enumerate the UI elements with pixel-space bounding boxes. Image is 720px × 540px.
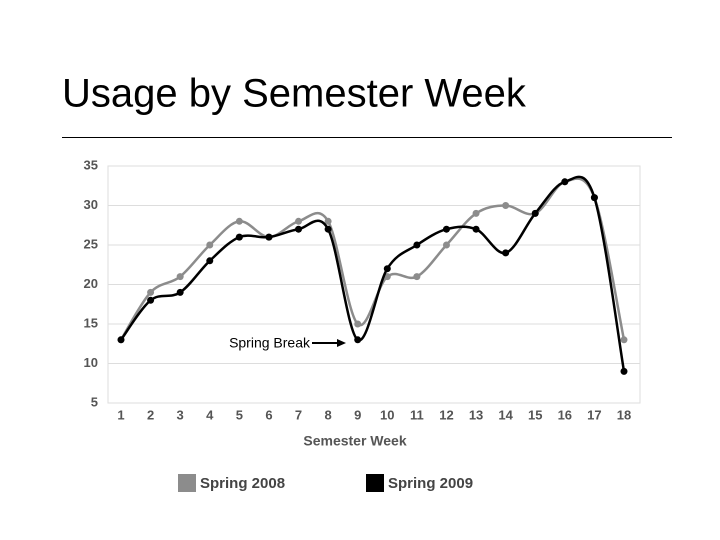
annotation: Spring Break xyxy=(229,335,311,351)
data-point xyxy=(383,265,391,273)
data-point xyxy=(206,241,214,249)
x-axis-label: Semester Week xyxy=(303,433,406,449)
x-tick-label: 11 xyxy=(410,407,424,422)
data-point xyxy=(354,320,362,328)
data-point xyxy=(176,288,184,296)
data-point xyxy=(442,241,450,249)
x-tick-label: 14 xyxy=(498,407,513,422)
data-point xyxy=(295,217,303,225)
data-point xyxy=(147,296,155,304)
x-tick-label: 1 xyxy=(117,407,124,422)
data-point xyxy=(472,209,480,217)
legend-swatch xyxy=(178,474,196,492)
data-point xyxy=(324,225,332,233)
data-point xyxy=(324,217,332,225)
y-tick-label: 30 xyxy=(84,197,98,212)
data-point xyxy=(590,194,598,202)
x-tick-label: 5 xyxy=(236,407,243,422)
x-tick-label: 10 xyxy=(380,407,394,422)
x-tick-label: 4 xyxy=(206,407,214,422)
x-tick-label: 7 xyxy=(295,407,302,422)
data-point xyxy=(235,233,243,241)
data-point xyxy=(502,249,510,257)
data-point xyxy=(265,233,273,241)
x-tick-label: 17 xyxy=(587,407,601,422)
y-tick-label: 25 xyxy=(84,236,98,251)
legend-swatch xyxy=(366,474,384,492)
x-tick-label: 13 xyxy=(469,407,483,422)
x-tick-label: 8 xyxy=(325,407,332,422)
data-point xyxy=(147,288,155,296)
data-point xyxy=(531,209,539,217)
legend-label: Spring 2009 xyxy=(388,475,473,492)
data-point xyxy=(502,202,510,209)
data-point xyxy=(176,273,184,281)
data-point xyxy=(413,241,421,249)
x-tick-label: 15 xyxy=(528,407,542,422)
series-line xyxy=(119,175,626,372)
y-tick-label: 10 xyxy=(84,355,98,370)
annotation-arrowhead xyxy=(337,339,346,347)
data-point xyxy=(442,225,450,233)
x-tick-label: 9 xyxy=(354,407,361,422)
data-point xyxy=(354,336,362,344)
y-tick-label: 5 xyxy=(91,394,98,409)
y-tick-label: 15 xyxy=(84,315,98,330)
x-tick-label: 2 xyxy=(147,407,154,422)
x-tick-label: 12 xyxy=(439,407,453,422)
data-point xyxy=(235,217,243,225)
y-tick-label: 35 xyxy=(84,157,98,172)
slide-title: Usage by Semester Week xyxy=(62,72,527,116)
x-tick-label: 18 xyxy=(617,407,631,422)
data-point xyxy=(413,273,421,281)
data-point xyxy=(620,367,628,375)
data-point xyxy=(620,336,628,344)
x-tick-label: 16 xyxy=(558,407,572,422)
data-point xyxy=(117,336,125,344)
x-tick-label: 6 xyxy=(265,407,272,422)
data-point xyxy=(295,225,303,233)
data-point xyxy=(472,225,480,233)
data-point xyxy=(206,257,214,265)
y-tick-label: 20 xyxy=(84,276,98,291)
x-tick-label: 3 xyxy=(177,407,184,422)
data-point xyxy=(561,178,569,186)
legend-label: Spring 2008 xyxy=(200,475,285,492)
